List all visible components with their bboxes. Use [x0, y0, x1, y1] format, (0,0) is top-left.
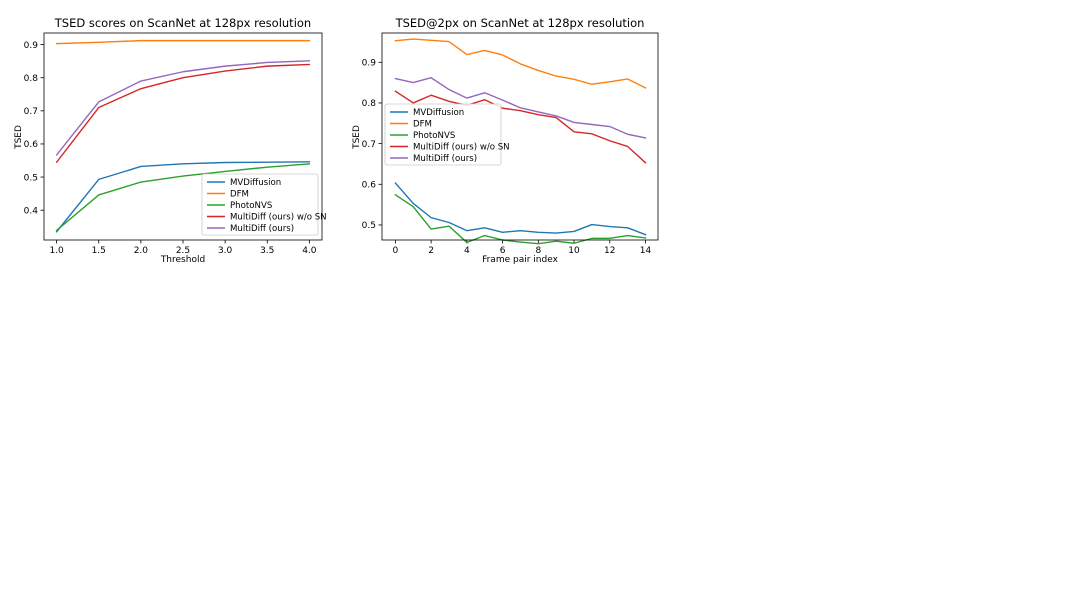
- chart-title: TSED scores on ScanNet at 128px resoluti…: [54, 16, 311, 30]
- legend-label: MultiDiff (ours): [230, 224, 294, 234]
- series-line-dfm: [55, 39, 311, 45]
- series-line-multidiff-ours-w-o-sn: [394, 90, 647, 164]
- x-tick-label: 1.0: [49, 246, 64, 256]
- series-line-photonvs: [55, 163, 311, 232]
- chart-tsed-threshold: TSED scores on ScanNet at 128px resoluti…: [14, 16, 327, 265]
- legend-label: PhotoNVS: [413, 131, 455, 141]
- x-tick-label: 1.5: [92, 246, 106, 256]
- y-tick-label: 0.9: [362, 58, 377, 68]
- y-tick-label: 0.8: [362, 99, 377, 109]
- y-tick-label: 0.5: [24, 173, 38, 183]
- legend-label: MVDiffusion: [413, 108, 464, 118]
- y-tick-label: 0.9: [24, 41, 39, 51]
- x-tick-label: 14: [640, 246, 652, 256]
- series-line-multidiff-ours: [394, 77, 647, 139]
- x-tick-label: 8: [535, 246, 541, 256]
- legend-label: MultiDiff (ours): [413, 154, 477, 164]
- y-tick-label: 0.7: [362, 140, 376, 150]
- y-tick-label: 0.6: [24, 140, 39, 150]
- y-axis-label: TSED: [14, 125, 24, 150]
- series-line-mvdiffusion: [394, 182, 647, 236]
- x-tick-label: 2.0: [134, 246, 149, 256]
- x-tick-label: 2.5: [176, 246, 190, 256]
- x-tick-label: 6: [500, 246, 506, 256]
- x-axis-label: Frame pair index: [482, 255, 558, 265]
- legend-label: DFM: [413, 120, 432, 130]
- chart-tsed-frame-pair: TSED@2px on ScanNet at 128px resolution …: [352, 16, 659, 265]
- x-tick-label: 3.5: [260, 246, 274, 256]
- x-tick-label: 10: [568, 246, 580, 256]
- legend-label: DFM: [230, 190, 249, 200]
- x-tick-label: 4: [464, 246, 470, 256]
- y-axis-label: TSED: [352, 125, 362, 150]
- legend-label: MultiDiff (ours) w/o SN: [413, 143, 510, 153]
- series-line-multidiff-ours: [55, 60, 311, 156]
- x-tick-label: 12: [604, 246, 615, 256]
- x-tick-label: 2: [428, 246, 434, 256]
- legend-label: MVDiffusion: [230, 178, 281, 188]
- legend-label: MultiDiff (ours) w/o SN: [230, 213, 327, 223]
- series-line-mvdiffusion: [55, 161, 311, 233]
- chart-title: TSED@2px on ScanNet at 128px resolution: [395, 16, 645, 30]
- y-tick-label: 0.5: [362, 221, 376, 231]
- x-tick-label: 4.0: [302, 246, 317, 256]
- x-axis-label: Threshold: [160, 255, 205, 265]
- series-line-multidiff-ours-w-o-sn: [55, 63, 311, 164]
- y-tick-label: 0.4: [24, 206, 39, 216]
- series-line-photonvs: [394, 193, 647, 245]
- y-tick-label: 0.6: [362, 180, 377, 190]
- x-tick-label: 0: [393, 246, 399, 256]
- legend-label: PhotoNVS: [230, 201, 272, 211]
- y-tick-label: 0.7: [24, 107, 38, 117]
- y-tick-label: 0.8: [24, 74, 39, 84]
- series-line-dfm: [394, 38, 647, 89]
- x-tick-label: 3.0: [218, 246, 233, 256]
